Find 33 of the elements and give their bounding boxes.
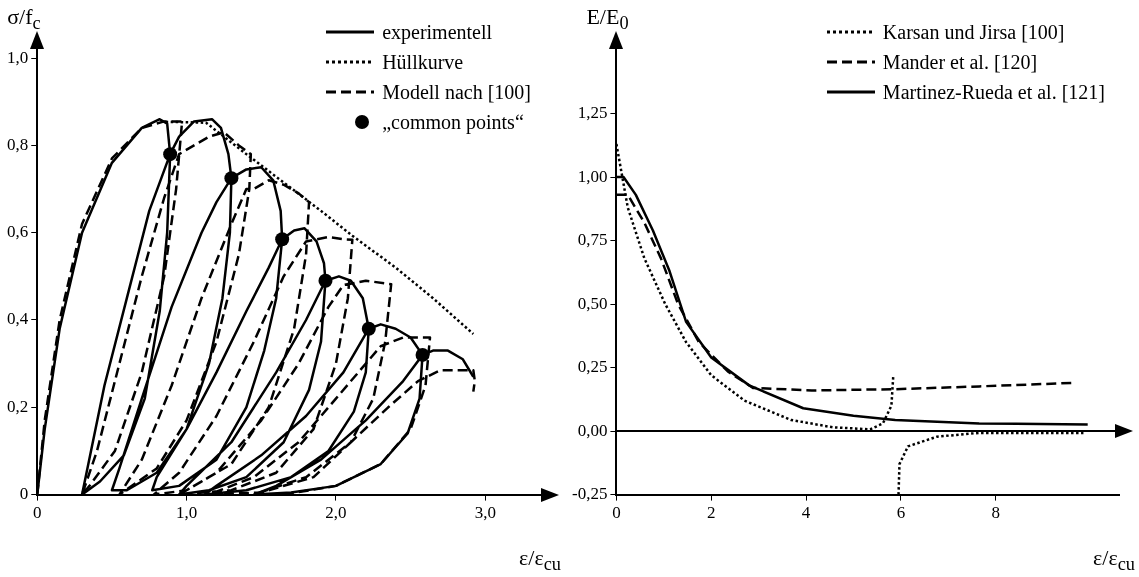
x-tick-label: 2 (706, 503, 716, 523)
legend-label: Modell nach [100] (382, 80, 531, 105)
x-tick-label: 2,0 (325, 503, 347, 523)
y-tick-label: 1,25 (577, 103, 608, 123)
legend-label: experimentell (382, 20, 493, 46)
legend-label: „common points“ (382, 110, 524, 136)
x-axis-title: ε/ε$_{cu}$ (1093, 544, 1135, 575)
x-tick-label: 0 (33, 503, 42, 523)
y-tick-label: 0,4 (7, 309, 29, 329)
x-tick-label: 8 (991, 503, 1000, 523)
legend-label: Mander et al. [120] (882, 50, 1038, 75)
y-tick-label: 0,6 (7, 222, 29, 242)
y-tick-label: 1,00 (577, 166, 608, 186)
x-tick-label: 3,0 (474, 503, 496, 523)
x-tick-label: 4 (801, 503, 811, 523)
legend-label: Karsan und Jirsa [100] (882, 20, 1065, 45)
y-tick-label: -0,25 (571, 484, 608, 504)
y-axis-title: σ/f$_{c}$ (7, 4, 41, 35)
x-axis-title: ε/ε$_{cu}$ (519, 544, 561, 575)
x-tick-label: 1,0 (175, 503, 198, 523)
y-tick-label: 0,50 (577, 293, 608, 313)
y-tick-label: 0 (19, 484, 29, 504)
y-tick-label: 0,2 (7, 396, 29, 416)
y-tick-label: 0,8 (7, 134, 29, 154)
legend-label: Hüllkurve (382, 50, 464, 75)
x-tick-label: 6 (896, 503, 906, 523)
x-tick-label: 0 (612, 503, 621, 523)
y-axis-title: E/E$_{0}$ (586, 4, 629, 35)
y-tick-label: 0,00 (577, 420, 608, 440)
y-tick-label: 0,75 (577, 230, 608, 250)
legend-label: Martinez-Rueda et al. [121] (882, 80, 1105, 105)
y-tick-label: 0,25 (577, 357, 608, 377)
y-tick-label: 1,0 (7, 47, 29, 67)
